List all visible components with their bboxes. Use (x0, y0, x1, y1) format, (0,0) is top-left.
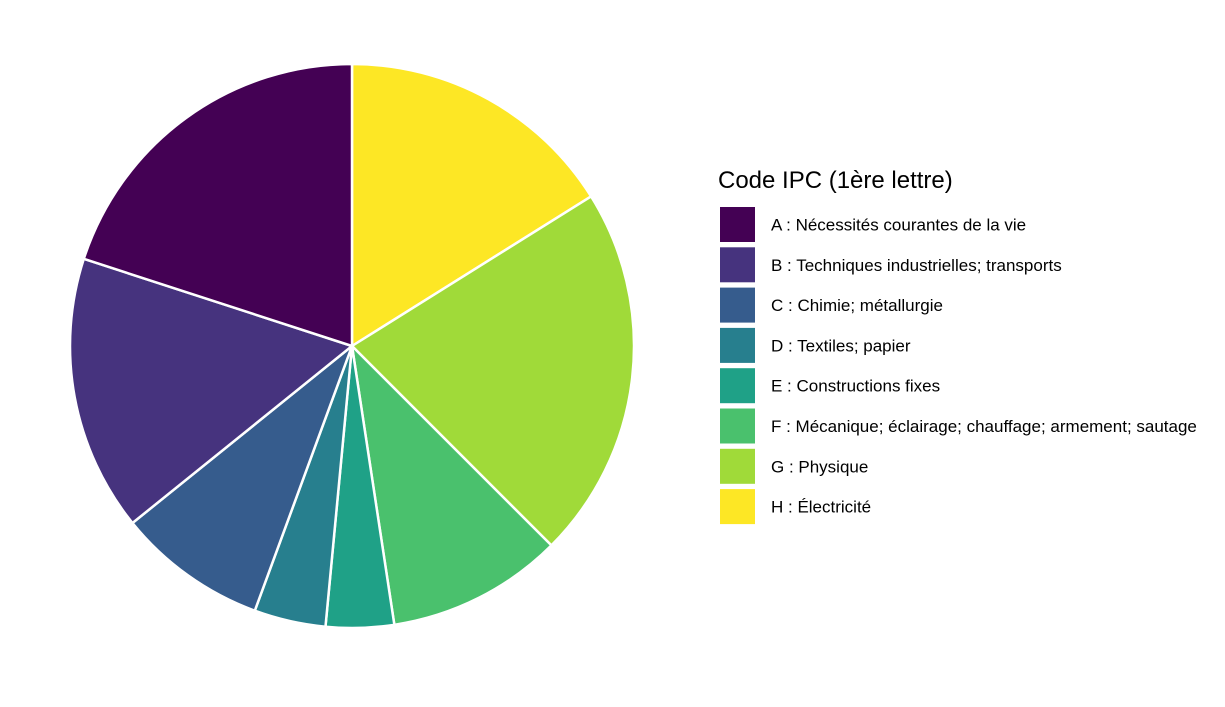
pie-slice-b (68, 257, 354, 525)
legend-swatch-g (720, 448, 755, 484)
legend-label-d: D : Textiles; papier (771, 336, 911, 355)
legend-label-f: F : Mécanique; éclairage; chauffage; arm… (771, 417, 1197, 436)
legend-label-b: B : Techniques industrielles; transports (771, 256, 1062, 275)
legend-items: A : Nécessités courantes de la vie B : Te… (720, 207, 1197, 525)
pie-slices (68, 62, 636, 630)
pie-slice-h (350, 62, 593, 348)
legend-swatch-b (720, 247, 755, 283)
legend-swatch-h (720, 489, 755, 525)
legend-swatch-f (720, 408, 755, 444)
legend-swatch-c (720, 287, 755, 323)
pie-slice-a (82, 62, 354, 348)
legend-label-a: A : Nécessités courantes de la vie (771, 216, 1026, 235)
legend-swatch-e (720, 368, 755, 404)
legend-label-g: G : Physique (771, 457, 868, 476)
pie-slice-c (131, 344, 354, 612)
legend-swatch-d (720, 327, 755, 363)
legend-label-c: C : Chimie; métallurgie (771, 296, 943, 315)
legend-title: Code IPC (1ère lettre) (718, 167, 953, 194)
legend-swatch-a (720, 207, 755, 242)
pie-slice-g (350, 195, 636, 547)
legend-label-h: H : Électricité (771, 498, 871, 517)
legend: Code IPC (1ère lettre) A : Nécessités co… (718, 167, 1197, 525)
legend-label-e: E : Constructions fixes (771, 377, 940, 396)
pie-slice-f (350, 344, 553, 627)
